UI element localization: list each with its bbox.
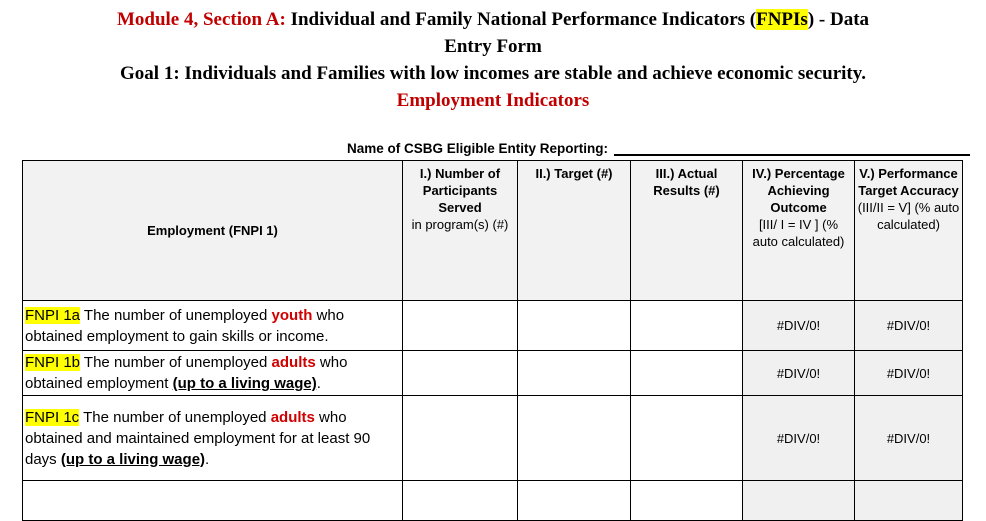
table-header: Employment (FNPI 1) I.) Number of Partici… [22,160,963,301]
module-label: Module 4, Section A: [116,9,286,30]
section-title: Employment Indicators [396,90,590,111]
title-suffix: ) - Data [807,9,870,30]
target-cell[interactable] [517,480,631,521]
indicator-text-segment: The number of unemployed [80,306,272,324]
indicator-text-segment: . [205,450,210,468]
column-header-subtext: [III/ I = IV ] (% auto calculated) [752,217,845,249]
column-header-title: V.) Performance Target Accuracy [858,166,959,198]
percentage-outcome-cell: #DIV/0! [742,350,855,396]
participants-served-cell[interactable] [402,350,518,396]
indicator-text-segment: adults [270,408,315,426]
column-header-title: I.) Number of Participants Served [419,166,501,215]
indicator-code: FNPI 1b [25,354,81,371]
indicator-text-segment: (up to a living wage) [172,375,317,392]
indicator-description: FNPI 1c The number of unemployed adults … [22,395,403,481]
indicator-text-segment: . [316,375,321,392]
indicator-text-segment: adults [271,354,316,371]
target-cell[interactable] [517,300,631,351]
actual-results-cell[interactable] [630,395,743,481]
percentage-outcome-cell: #DIV/0! [742,395,855,481]
indicator-text-segment: who obtained employment [25,354,348,392]
percentage-outcome-cell: #DIV/0! [742,300,855,351]
page-title-line1: Module 4, Section A: Individual and Fami… [0,6,986,33]
participants-served-cell[interactable] [402,300,518,351]
indicator-text-segment: who obtained employment to gain skills o… [25,306,345,345]
target-accuracy-cell: #DIV/0! [854,350,963,396]
title-highlight: FNPIs [756,9,808,30]
target-accuracy-cell: #DIV/0! [854,300,963,351]
target-accuracy-cell [854,480,963,521]
indicator-code: FNPI 1c [25,408,80,426]
column-header-subtext: (III/II = V] (% auto calculated) [857,200,960,232]
column-header-title: III.) Actual Results (#) [653,166,720,198]
target-cell[interactable] [517,395,631,481]
percentage-outcome-cell [742,480,855,521]
actual-results-cell[interactable] [630,300,743,351]
indicator-text-segment: (up to a living wage) [60,450,206,468]
table-row: FNPI 1c The number of unemployed adults … [22,395,963,481]
title-main: Individual and Family National Performan… [285,9,757,30]
column-header-3: III.) Actual Results (#) [630,160,743,301]
indicator-description [22,480,403,521]
indicator-text-segment: youth [271,306,313,324]
page-title-line2: Entry Form [444,36,542,57]
target-cell[interactable] [517,350,631,396]
actual-results-cell[interactable] [630,350,743,396]
entity-name-row: Name of CSBG Eligible Entity Reporting: [347,138,970,156]
table-header-row: Employment (FNPI 1) I.) Number of Partici… [22,160,963,301]
column-header-subtext: in program(s) (#) [411,217,509,232]
column-header-title: IV.) Percentage Achieving Outcome [752,166,845,215]
actual-results-cell[interactable] [630,480,743,521]
indicator-text-segment: who obtained and maintained employment f… [25,408,371,468]
column-header-5: V.) Performance Target Accuracy (III/II =… [854,160,963,301]
target-accuracy-cell: #DIV/0! [854,395,963,481]
column-header-2: II.) Target (#) [517,160,631,301]
indicator-text-segment: The number of unemployed [79,408,271,426]
column-header-title: Employment (FNPI 1) [147,223,278,238]
column-header-1: I.) Number of Participants Served in prog… [402,160,518,301]
entity-name-field[interactable] [614,138,970,156]
table-body: FNPI 1a The number of unemployed youth w… [22,300,963,521]
indicator-description: FNPI 1a The number of unemployed youth w… [22,300,403,351]
indicator-description: FNPI 1b The number of unemployed adults … [22,350,403,396]
column-header-4: IV.) Percentage Achieving Outcome [III/ I… [742,160,855,301]
goal-statement: Goal 1: Individuals and Families with lo… [120,63,866,84]
participants-served-cell[interactable] [402,395,518,481]
indicator-code: FNPI 1a [25,306,81,324]
participants-served-cell[interactable] [402,480,518,521]
table-row: FNPI 1b The number of unemployed adults … [22,350,963,396]
indicator-text-segment: The number of unemployed [80,354,272,371]
table-row: FNPI 1a The number of unemployed youth w… [22,300,963,351]
indicators-table: Employment (FNPI 1) I.) Number of Partici… [22,160,963,521]
column-header-employment: Employment (FNPI 1) [22,160,403,301]
table-row [22,480,963,521]
page-header: Module 4, Section A: Individual and Fami… [0,0,986,114]
entity-name-label: Name of CSBG Eligible Entity Reporting: [347,141,609,156]
column-header-title: II.) Target (#) [535,166,613,181]
